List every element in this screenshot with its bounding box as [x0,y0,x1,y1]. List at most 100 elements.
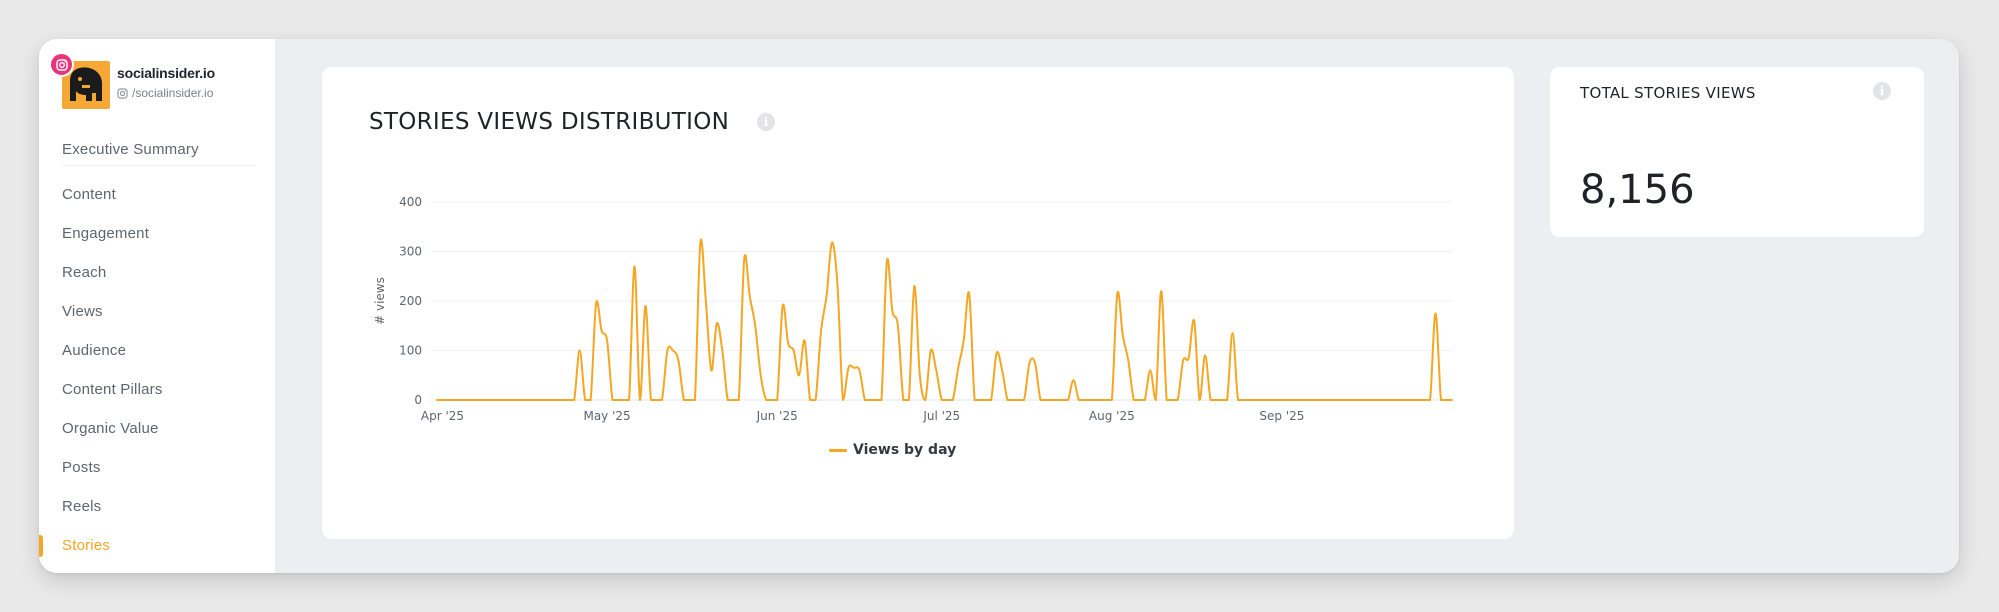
data-point [726,399,729,401]
sidebar-item-reach[interactable]: Reach [62,264,107,281]
data-point [1352,399,1355,401]
data-point [1302,399,1305,401]
data-point [1138,399,1141,401]
card-title: STORIES VIEWS DISTRIBUTION [369,109,730,135]
data-point [1281,399,1283,401]
data-point [743,258,746,260]
data-point [469,399,471,401]
data-point [979,399,982,401]
data-point [1023,399,1025,401]
data-point [1390,399,1393,401]
data-point [507,399,510,401]
data-point [1056,399,1058,401]
data-point [803,339,806,342]
total-stories-views-card: TOTAL STORIES VIEWS i 8,156 [1550,67,1924,237]
sidebar-item-stories[interactable]: Stories [39,535,254,573]
data-point [545,399,548,401]
data-point [1121,334,1124,337]
data-point [1198,399,1201,401]
data-point [995,352,998,354]
data-point [512,399,515,401]
data-point [1039,399,1042,401]
sidebar: socialinsider.io /socialinsider.io Execu… [39,39,275,573]
data-point [1193,319,1196,322]
data-point [1171,399,1174,401]
data-point [831,241,833,244]
data-point [1209,399,1212,401]
sidebar-item-engagement[interactable]: Engagement [62,225,150,242]
data-point [496,399,499,401]
data-point [1275,399,1278,401]
data-point [606,339,608,342]
data-point [1412,399,1415,401]
data-point [814,399,817,401]
data-point [666,349,669,352]
data-point [787,342,790,344]
data-point [1034,361,1036,364]
data-point [1242,399,1245,401]
data-point [732,399,735,401]
data-point [1226,399,1228,401]
data-point [1061,399,1064,401]
data-point [820,329,822,332]
data-point [842,399,844,401]
sidebar-item-content[interactable]: Content [62,186,116,203]
data-point [990,399,993,401]
data-point [748,295,751,297]
sidebar-item-content-pillars[interactable]: Content Pillars [62,381,163,398]
data-point [1291,399,1294,401]
data-point [1363,399,1366,401]
data-point [1187,357,1190,359]
data-point [661,399,663,401]
x-tick-label: May '25 [583,409,630,423]
y-tick-label: 400 [399,195,422,209]
data-point [1116,292,1119,295]
data-point [1319,399,1322,401]
data-point [523,399,526,401]
data-point [1264,399,1267,401]
data-point [452,399,455,401]
data-point [1099,399,1102,401]
data-point [847,366,850,369]
instagram-small-icon [117,87,128,99]
data-point [880,399,883,401]
stories-views-chart: 0 100 200 300 400 Apr '25 May '25 Jun '25 Jul '2… [373,195,1453,423]
data-point [540,399,543,401]
sidebar-item-posts[interactable]: Posts [62,459,101,476]
data-point [1330,399,1333,401]
data-point [567,399,570,401]
sidebar-item-organic-value[interactable]: Organic Value [62,420,159,437]
data-point [529,399,532,401]
data-point [1231,332,1234,335]
data-point [776,399,779,401]
data-point [1220,399,1223,401]
profile-header[interactable]: socialinsider.io /socialinsider.io [49,52,272,111]
x-tick-label: Jun '25 [756,409,798,423]
info-icon[interactable]: i [1873,82,1891,100]
data-point [600,329,603,332]
data-point [737,399,740,401]
sidebar-item-views[interactable]: Views [62,303,103,320]
x-tick-label: Aug '25 [1089,409,1135,423]
data-point [1072,379,1075,382]
data-point [721,349,724,352]
data-point [595,302,598,305]
data-point [1165,399,1168,401]
legend-label: Views by day [853,442,957,458]
data-point [962,339,965,342]
sidebar-item-executive-summary[interactable]: Executive Summary [62,141,199,158]
data-point [589,399,592,401]
data-point [754,324,757,327]
info-icon[interactable]: i [757,113,775,131]
data-point [1237,399,1239,401]
chart-legend[interactable]: Views by day [829,442,956,458]
data-point [1001,369,1004,372]
data-point [1067,399,1069,401]
sidebar-item-reels[interactable]: Reels [62,498,102,515]
data-point [1012,399,1014,401]
sidebar-item-audience[interactable]: Audience [62,342,127,359]
y-tick-label: 200 [399,294,422,308]
data-point [1451,399,1453,401]
data-point [1132,399,1135,401]
data-point [1341,399,1344,401]
